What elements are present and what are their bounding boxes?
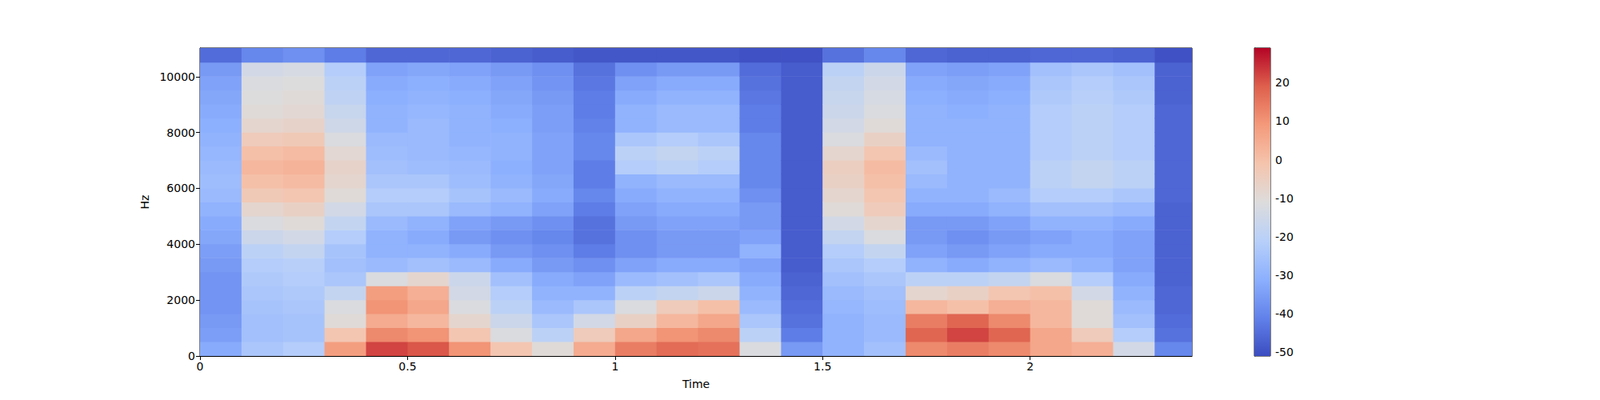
svg-text:-10: -10 [1275,192,1294,205]
svg-text:1: 1 [611,360,619,373]
svg-text:Hz: Hz [138,195,152,210]
svg-text:0: 0 [196,360,204,373]
svg-text:0: 0 [1275,153,1283,167]
svg-text:2: 2 [1026,360,1034,373]
svg-text:2000: 2000 [166,293,196,307]
svg-text:10000: 10000 [159,70,196,84]
svg-text:20: 20 [1275,76,1290,89]
svg-text:-20: -20 [1275,230,1294,244]
svg-text:-30: -30 [1275,268,1294,282]
svg-text:0: 0 [188,349,196,363]
svg-text:6000: 6000 [166,181,196,195]
svg-text:1.5: 1.5 [813,360,832,373]
svg-text:Time: Time [681,377,710,391]
svg-text:-50: -50 [1275,345,1294,359]
svg-text:4000: 4000 [166,237,196,251]
svg-text:0.5: 0.5 [398,360,416,373]
svg-text:-40: -40 [1275,307,1294,320]
svg-text:10: 10 [1275,114,1290,128]
svg-text:8000: 8000 [166,126,196,140]
